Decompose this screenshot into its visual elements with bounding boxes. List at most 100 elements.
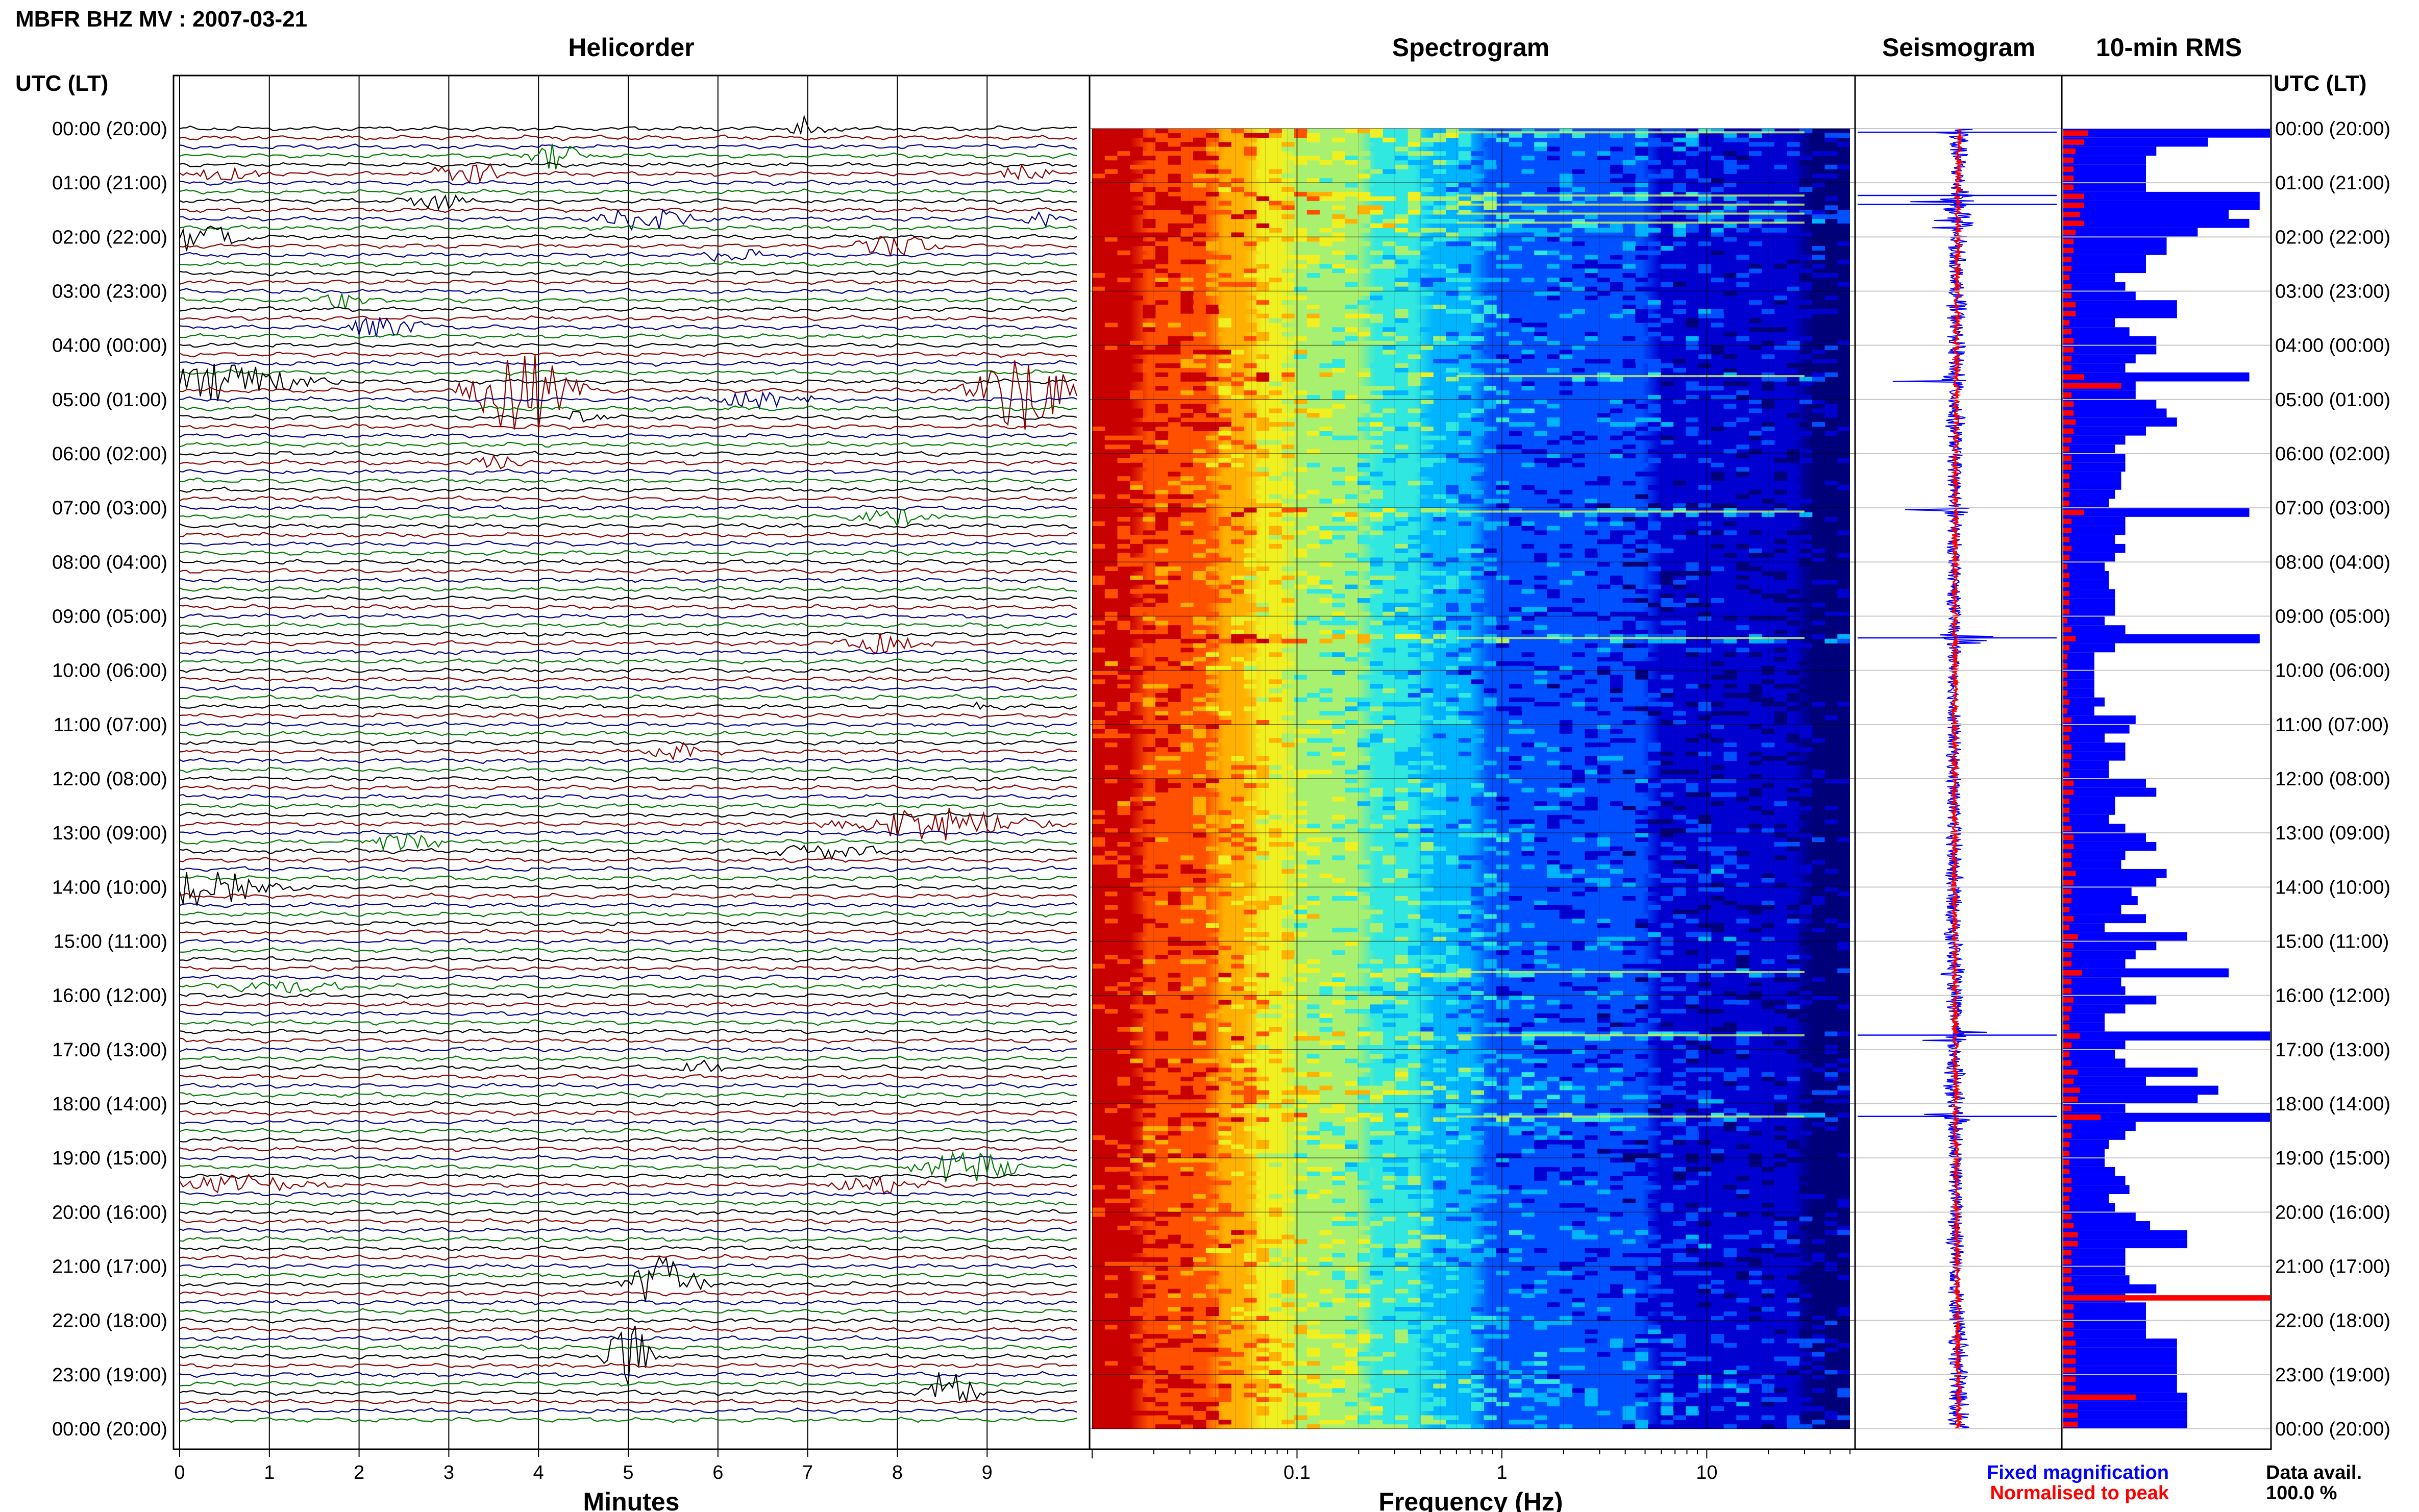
- spectrogram-cell: [1534, 151, 1547, 156]
- spectrogram-cell: [1660, 449, 1674, 454]
- spectrogram-cell: [1408, 697, 1421, 702]
- spectrogram-cell: [1521, 228, 1535, 233]
- spectrogram-cell: [1521, 146, 1535, 152]
- spectrogram-cell: [1547, 946, 1560, 951]
- spectrogram-cell: [1383, 580, 1396, 585]
- spectrogram-cell: [1395, 363, 1409, 368]
- spectrogram-cell: [1610, 814, 1623, 820]
- spectrogram-cell: [1471, 467, 1484, 472]
- spectrogram-cell: [1799, 729, 1813, 734]
- spectrogram-cell: [1357, 444, 1371, 450]
- spectrogram-cell: [1104, 864, 1118, 870]
- spectrogram-cell: [1774, 638, 1787, 643]
- spectrogram-cell: [1143, 218, 1156, 224]
- spectrogram-cell: [1673, 909, 1686, 914]
- spectrogram-cell: [1143, 187, 1156, 192]
- spectrogram-cell: [1180, 869, 1194, 874]
- spectrogram-cell: [1711, 973, 1724, 978]
- spectrogram-cell: [1408, 887, 1421, 892]
- spectrogram-cell: [1484, 309, 1497, 314]
- spectrogram-cell: [1155, 738, 1169, 743]
- helicorder-trace-116: [179, 1173, 1077, 1179]
- spectrogram-cell: [1585, 742, 1598, 748]
- spectrogram-cell: [1281, 580, 1295, 585]
- spectrogram-cell: [1610, 449, 1623, 454]
- spectrogram-cell: [1306, 327, 1320, 332]
- spectrogram-cell: [1496, 824, 1510, 829]
- spectrogram-cell: [1547, 156, 1560, 161]
- spectrogram-cell: [1458, 909, 1472, 914]
- spectrogram-cell: [1395, 381, 1409, 386]
- spectrogram-cell: [1155, 323, 1169, 328]
- spectrogram-cell: [1357, 417, 1371, 423]
- spectrogram-cell: [1547, 787, 1560, 792]
- spectrogram-cell: [1812, 218, 1825, 224]
- spectrogram-cell: [1711, 638, 1724, 643]
- spectrogram-cell: [1458, 621, 1472, 626]
- spectrogram-cell: [1597, 508, 1611, 513]
- spectrogram-cell: [1711, 291, 1724, 296]
- spectrogram-cell: [1345, 891, 1358, 897]
- spectrogram-cell: [1622, 350, 1636, 355]
- spectrogram-cell: [1496, 264, 1510, 269]
- spectrogram-cell: [1774, 882, 1787, 887]
- spectrogram-cell: [1395, 783, 1409, 788]
- spectrogram-cell: [1205, 706, 1219, 711]
- spectrogram-cell: [1484, 246, 1497, 251]
- spectrogram-cell: [1572, 133, 1585, 138]
- spectrogram-cell: [1698, 864, 1712, 870]
- spectrogram-cell: [1281, 638, 1295, 643]
- spectrogram-cell: [1244, 146, 1257, 152]
- spectrogram-cell: [1395, 955, 1409, 960]
- spectrogram-cell: [1155, 259, 1169, 264]
- spectrogram-cell: [1534, 665, 1547, 671]
- spectrogram-cell: [1143, 616, 1156, 621]
- spectrogram-cell: [1269, 318, 1282, 323]
- spectrogram-cell: [1408, 968, 1421, 973]
- spectrogram-cell: [1787, 733, 1800, 738]
- spectrogram-cell: [1332, 643, 1345, 648]
- spectrogram-cell: [1723, 508, 1737, 513]
- spectrogram-cell: [1117, 173, 1130, 179]
- spectrogram-cell: [1383, 706, 1396, 711]
- spectrogram-cell: [1193, 553, 1206, 558]
- spectrogram-cell: [1370, 760, 1383, 765]
- spectrogram-cell: [1130, 494, 1143, 499]
- spectrogram-cell: [1749, 905, 1762, 910]
- spectrogram-cell: [1686, 173, 1699, 179]
- spectrogram-cell: [1370, 250, 1383, 256]
- spectrogram-cell: [1572, 255, 1585, 260]
- spectrogram-cell: [1269, 828, 1282, 833]
- spectrogram-cell: [1420, 621, 1434, 626]
- spectrogram-cell: [1547, 499, 1560, 504]
- spectrogram-cell: [1256, 417, 1270, 423]
- spectrogram-cell: [1092, 196, 1105, 201]
- spectrogram-cell: [1521, 350, 1535, 355]
- spectrogram-cell: [1155, 350, 1169, 355]
- spectrogram-cell: [1799, 313, 1813, 318]
- spectrogram-cell: [1357, 476, 1371, 481]
- spectrogram-cell: [1749, 616, 1762, 621]
- spectrogram-cell: [1521, 806, 1535, 811]
- helicorder-trace-95: [179, 981, 1077, 994]
- spectrogram-cell: [1547, 959, 1560, 964]
- spectrogram-cell: [1521, 354, 1535, 359]
- spectrogram-cell: [1799, 530, 1813, 535]
- spectrogram-cell: [1824, 806, 1838, 811]
- spectrogram-cell: [1205, 232, 1219, 237]
- spectrogram-cell: [1711, 724, 1724, 729]
- spectrogram-cell: [1547, 133, 1560, 138]
- spectrogram-cell: [1205, 191, 1219, 197]
- spectrogram-cell: [1597, 377, 1611, 382]
- spectrogram-cell: [1622, 255, 1636, 260]
- spectrogram-cell: [1686, 869, 1699, 874]
- spectrogram-cell: [1660, 593, 1674, 599]
- spectrogram-cell: [1610, 499, 1623, 504]
- spectrogram-cell: [1420, 909, 1434, 914]
- spectrogram-cell: [1370, 824, 1383, 829]
- spectrogram-cell: [1458, 232, 1472, 237]
- spectrogram-cell: [1319, 408, 1332, 413]
- spectrogram-cell: [1471, 923, 1484, 928]
- spectrogram-cell: [1509, 142, 1522, 147]
- spectrogram-cell: [1458, 941, 1472, 946]
